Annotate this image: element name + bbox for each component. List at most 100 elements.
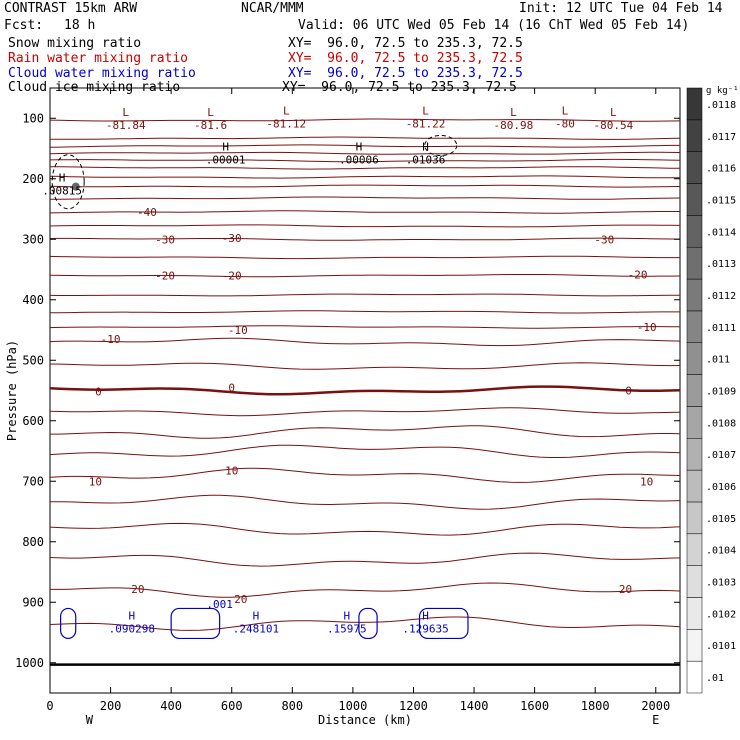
cloud-water-contour-label: .001 [206,598,233,611]
cloud-water-max-value: .129635 [402,622,448,635]
colorbar-swatch [686,374,703,407]
colorbar-swatch [686,565,703,598]
isotherm-line [49,444,681,458]
temperature-min-marker: L [562,104,569,117]
colorbar-swatch [686,438,703,471]
field-xy-rain: XY= 96.0, 72.5 to 235.3, 72.5 [288,51,523,66]
isotherm-line [50,494,681,510]
isotherm-line [49,255,680,260]
colorbar-level-label: .0115 [706,195,736,206]
colorbar-swatch [686,151,703,184]
snow-max-marker: H [356,141,363,154]
init-time: Init: 12 UTC Tue 04 Feb 14 [519,1,723,16]
snow-shaded-spot [71,182,80,191]
x-tick-label: 600 [221,699,243,713]
isotherm-label: -10 [637,321,657,334]
temperature-min-value: -80 [555,117,575,130]
field-label-cloud-water: Cloud water mixing ratio [8,66,196,81]
snow-max-marker: H [222,141,229,154]
colorbar-unit-label: g kg⁻¹ [706,86,739,96]
isotherm-line [49,616,681,631]
colorbar-level-label: .0117 [706,132,736,143]
isotherm-label: 10 [225,464,238,477]
temperature-min-value: -80.54 [593,119,633,132]
colorbar-level-label: .0106 [706,482,736,493]
isotherm-line [49,407,681,417]
isotherm-label: -20 [155,270,175,283]
y-tick-label: 300 [22,232,44,246]
cloud-water-contour [418,607,469,640]
colorbar-level-label: .0102 [706,609,736,620]
colorbar-level-label: .0105 [706,514,736,525]
forecast-label: Fcst: [4,18,44,33]
isotherm-line [49,522,681,536]
colorbar-level-label: .01 [706,673,724,684]
colorbar-level-label: .0104 [706,546,736,557]
temperature-min-marker: L [422,104,429,117]
colorbar-level-label: .0118 [706,100,736,111]
isotherm-label: -20 [628,268,648,281]
colorbar-level-label: .0116 [706,164,736,175]
isotherm-line [49,552,681,567]
isotherm-line [49,337,681,347]
colorbar-swatch [686,533,703,566]
temperature-min-marker: L [610,106,617,119]
isotherm-line [50,425,681,439]
isotherm-label: -30 [222,232,242,245]
colorbar-level-label: .0114 [706,227,736,238]
snow-max-marker: H [422,141,429,154]
field-xy-cloud-water: XY= 96.0, 72.5 to 235.3, 72.5 [288,66,523,81]
isotherm-label: 10 [640,475,653,488]
isotherm-line [49,325,681,329]
colorbar-level-label: .0109 [706,387,736,398]
colorbar-level-label: .0103 [706,578,736,589]
snow-contours [51,134,458,210]
isotherm-label: 20 [131,583,144,596]
y-tick-label: 900 [22,595,44,609]
cloud-water-max-marker: H [422,609,429,622]
colorbar-level-label: .0112 [706,291,736,302]
isotherm-line [49,118,681,122]
y-tick-label: 800 [22,535,44,549]
colorbar-swatch [686,183,703,216]
colorbar: .01 .0101 .0102 .0103 .0104 .0105 .0106 .0107 .0… [686,86,739,694]
cloud-water-max-value: .090298 [109,622,155,635]
isotherm-label: 20 [234,593,247,606]
isotherm-label: -10 [228,324,248,337]
cloud-water-contour [170,607,221,640]
snow-max-value: .00001 [206,154,246,167]
x-end-label-west: W [86,713,94,727]
x-tick-label: 1000 [338,699,367,713]
isotherm-line [49,224,681,228]
colorbar-swatch [686,660,703,694]
snow-max-value: .00815 [42,184,82,197]
cloud-water-max-marker: H [128,609,135,622]
colorbar-level-label: .0108 [706,418,736,429]
forecast-hour: 18 h [64,18,96,33]
y-tick-label: 200 [22,172,44,186]
y-tick-label: 500 [22,353,44,367]
isotherm-label: -30 [594,233,614,246]
y-tick-label: 600 [22,414,44,428]
isotherm-label: -10 [101,333,121,346]
colorbar-swatch [686,310,703,343]
cloud-water-contour [358,607,378,640]
x-tick-label: 2000 [641,699,670,713]
isotherm-line [49,144,680,148]
isotherm-line [49,166,681,170]
x-end-label-east: E [652,713,659,727]
x-tick-label: 0 [46,699,53,713]
colorbar-level-label: .011 [706,355,730,366]
isotherm-label: -20 [222,270,242,283]
x-tick-label: 200 [100,699,122,713]
colorbar-swatch [686,597,703,630]
y-axis-label: Pressure (hPa) [5,340,19,441]
x-tick-label: 400 [160,699,182,713]
temperature-min-value: -81.12 [266,117,306,130]
isotherm-line [49,467,681,483]
contour-labels: -40 -30 -30 -30 -20 -20 -20 -10 -10 -10 0 0 0 10 10 10 2… [42,104,656,635]
isotherm-label: 20 [619,583,632,596]
temperature-contours [49,118,681,666]
x-tick-label: 1200 [399,699,428,713]
cloud-water-max-marker: H [253,609,260,622]
